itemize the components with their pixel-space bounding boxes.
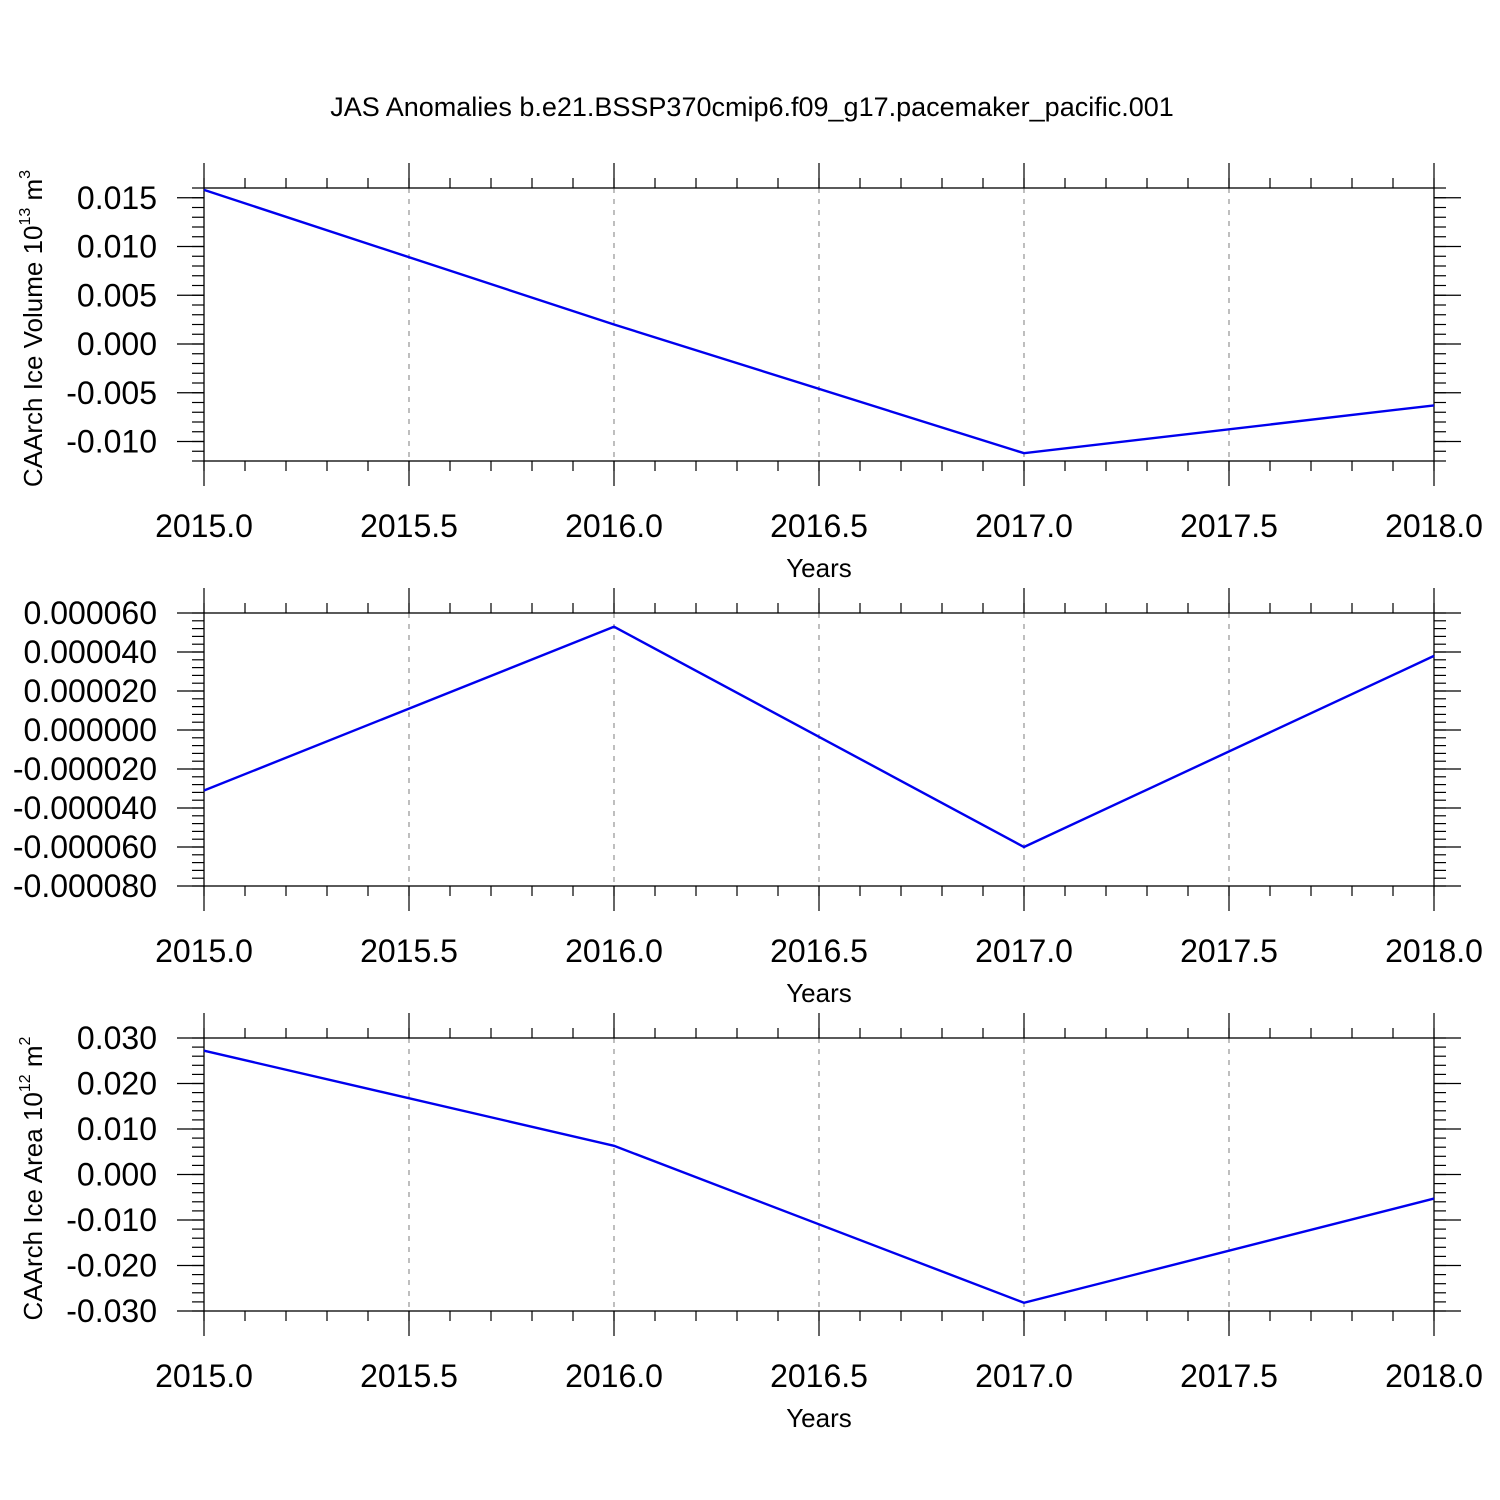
y-tick-label: 0.005 <box>77 277 157 313</box>
series-line <box>203 188 1435 455</box>
y-axis-title: CAArch Ice Area 1012 m2 <box>17 1036 48 1320</box>
y-tick-label: -0.010 <box>66 1202 157 1238</box>
y-tick-label: 0.015 <box>77 180 157 216</box>
x-tick-label: 2015.5 <box>360 933 458 969</box>
x-tick-label: 2017.0 <box>975 508 1073 544</box>
y-tick-label: 0.000060 <box>24 595 157 631</box>
y-tick-label: -0.000060 <box>13 829 157 865</box>
y-tick-label: 0.000 <box>77 1157 157 1193</box>
panel-2: 0.0000600.0000400.0000200.000000-0.00002… <box>13 588 1483 1008</box>
y-tick-label: 0.000040 <box>24 634 157 670</box>
x-axis-title: Years <box>786 553 852 583</box>
y-tick-label: -0.005 <box>66 375 157 411</box>
y-tick-label: 0.010 <box>77 229 157 265</box>
x-tick-label: 2018.0 <box>1385 508 1483 544</box>
x-tick-label: 2015.5 <box>360 1358 458 1394</box>
y-tick-label: 0.020 <box>77 1066 157 1102</box>
x-tick-label: 2018.0 <box>1385 1358 1483 1394</box>
x-tick-label: 2017.5 <box>1180 508 1278 544</box>
x-tick-label: 2018.0 <box>1385 933 1483 969</box>
x-tick-label: 2015.5 <box>360 508 458 544</box>
y-axis-title: CAArch Ice Volume 1013 m3 <box>17 170 48 487</box>
y-tick-label: -0.030 <box>66 1293 157 1329</box>
y-tick-label: 0.000020 <box>24 673 157 709</box>
y-tick-label: 0.010 <box>77 1111 157 1147</box>
x-tick-label: 2016.0 <box>565 933 663 969</box>
y-tick-label: 0.000000 <box>24 712 157 748</box>
x-tick-label: 2016.0 <box>565 1358 663 1394</box>
figure-title: JAS Anomalies b.e21.BSSP370cmip6.f09_g17… <box>330 92 1174 122</box>
x-tick-label: 2016.5 <box>770 1358 868 1394</box>
y-tick-label: -0.010 <box>66 424 157 460</box>
x-tick-label: 2017.0 <box>975 1358 1073 1394</box>
y-tick-label: -0.000020 <box>13 751 157 787</box>
y-tick-label: -0.000080 <box>13 868 157 904</box>
x-tick-label: 2016.5 <box>770 508 868 544</box>
y-tick-label: 0.000 <box>77 326 157 362</box>
series-line <box>203 625 1435 849</box>
x-tick-label: 2017.0 <box>975 933 1073 969</box>
panel-1: 0.015 0.010 0.005 0.000 -0.005 -0.010 2015.0 20… <box>17 163 1483 583</box>
x-axis-title: Years <box>786 978 852 1008</box>
x-tick-label: 2015.0 <box>155 933 253 969</box>
x-tick-label: 2017.5 <box>1180 933 1278 969</box>
x-tick-label: 2017.5 <box>1180 1358 1278 1394</box>
x-tick-label: 2015.0 <box>155 508 253 544</box>
panel-3: 0.030 0.020 0.010 0.000 -0.010 -0.020 -0.030 20… <box>17 1013 1483 1433</box>
y-tick-label: -0.000040 <box>13 790 157 826</box>
x-tick-label: 2015.0 <box>155 1358 253 1394</box>
y-tick-label: 0.030 <box>77 1020 157 1056</box>
series-line <box>203 1049 1435 1305</box>
y-tick-label: -0.020 <box>66 1248 157 1284</box>
x-axis-title: Years <box>786 1403 852 1433</box>
x-tick-label: 2016.5 <box>770 933 868 969</box>
x-tick-label: 2016.0 <box>565 508 663 544</box>
